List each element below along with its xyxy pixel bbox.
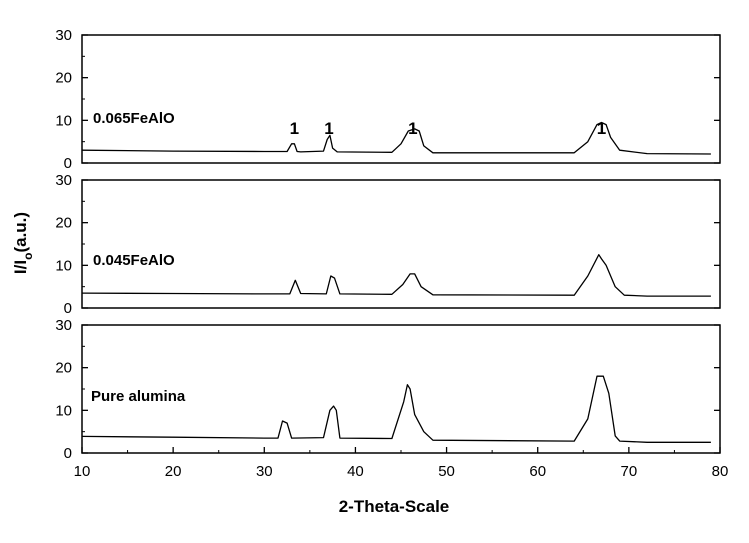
series-line bbox=[81, 375, 711, 443]
x-tick-label: 10 bbox=[74, 463, 91, 480]
x-tick-label: 40 bbox=[347, 463, 364, 480]
y-axis-title-sub: o bbox=[21, 253, 35, 260]
y-tick-label: 10 bbox=[55, 257, 72, 274]
series-label: 0.065FeAlO bbox=[93, 110, 175, 127]
peak-label: 1 bbox=[290, 119, 299, 138]
series-label: Pure alumina bbox=[91, 388, 186, 405]
x-tick-label: 60 bbox=[529, 463, 546, 480]
y-tick-label: 30 bbox=[55, 172, 72, 189]
y-axis-title: I/Io(a.u.) bbox=[11, 212, 35, 274]
y-tick-label: 20 bbox=[55, 70, 72, 87]
panel-frame bbox=[81, 179, 721, 309]
peak-label: 1 bbox=[324, 119, 333, 138]
series-line bbox=[81, 121, 711, 155]
panel-top: 0 10 20 30 0.065FeAlO 1 1 1 1 bbox=[55, 27, 721, 172]
series-line bbox=[81, 254, 711, 297]
series-label: 0.045FeAlO bbox=[93, 252, 175, 269]
x-tick-label: 30 bbox=[256, 463, 273, 480]
y-tick-label: 20 bbox=[55, 360, 72, 377]
panel-bottom: 0 10 20 30 Pure alumina bbox=[55, 317, 721, 462]
x-tick-label: 70 bbox=[621, 463, 638, 480]
y-tick-label: 10 bbox=[55, 402, 72, 419]
peak-label: 1 bbox=[408, 119, 417, 138]
x-axis-title: 2-Theta-Scale bbox=[339, 497, 450, 516]
x-tick-label: 80 bbox=[712, 463, 729, 480]
y-tick-label: 0 bbox=[64, 445, 72, 462]
y-tick-label: 30 bbox=[55, 317, 72, 334]
x-tick-label: 50 bbox=[438, 463, 455, 480]
x-axis: 10 20 30 40 50 60 70 80 bbox=[74, 447, 729, 480]
y-tick-label: 10 bbox=[55, 112, 72, 129]
y-tick-label: 30 bbox=[55, 27, 72, 44]
x-tick-label: 20 bbox=[165, 463, 182, 480]
y-tick-label: 0 bbox=[64, 155, 72, 172]
peak-label: 1 bbox=[597, 119, 606, 138]
y-tick-label: 0 bbox=[64, 300, 72, 317]
y-axis-title-main: I/I bbox=[11, 260, 30, 274]
y-axis-title-tail: (a.u.) bbox=[11, 212, 30, 253]
y-tick-label: 20 bbox=[55, 215, 72, 232]
panel-middle: 0 10 20 30 0.045FeAlO bbox=[55, 172, 721, 317]
